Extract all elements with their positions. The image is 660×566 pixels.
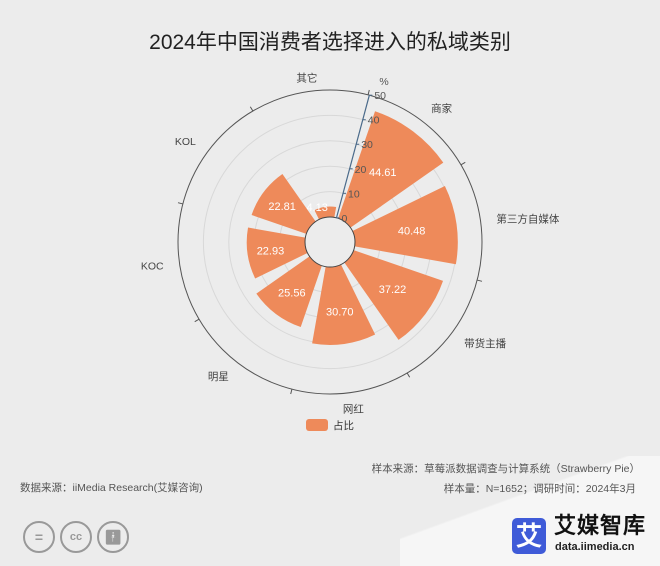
angle-tick (177, 202, 183, 205)
radial-tick-label: 50 (374, 90, 386, 102)
bar-网红 (312, 264, 376, 345)
angle-tick (460, 161, 466, 166)
category-label: 其它 (296, 72, 317, 85)
bar-其它 (314, 206, 337, 220)
category-label: KOC (141, 260, 164, 272)
angle-tick (194, 318, 200, 323)
cc-icon: cc (60, 521, 92, 553)
radial-tick-label: 0 (341, 213, 347, 225)
center-hole (304, 216, 356, 268)
category-label: 第三方自媒体 (496, 213, 559, 226)
bar-第三方自媒体 (352, 185, 458, 265)
legend-label: 占比 (333, 419, 354, 432)
bar-带货主播 (344, 250, 444, 340)
chart-title: 2024年中国消费者选择进入的私域类别 (149, 31, 511, 54)
angle-tick (367, 89, 370, 95)
logo-name: 艾媒智库 (554, 513, 647, 538)
data-label: 22.81 (268, 201, 296, 213)
polar-bar-chart: 4.13 其它 44.61 商家 40.48 第三方自媒体 37.22 带货主播 30.70 网红… (141, 72, 560, 432)
radial-unit: % (379, 76, 388, 88)
sample-info: 样本量：N=1652；调研时间：2024年3月 (443, 483, 636, 495)
radial-tick-label: 30 (361, 139, 373, 151)
category-label: KOL (175, 136, 196, 148)
data-label: 22.93 (257, 245, 285, 257)
sample-source: 样本来源：草莓派数据调查与计算系统（Strawberry Pie） (371, 463, 640, 475)
category-label: 明星 (208, 371, 229, 383)
data-label: 25.56 (278, 288, 306, 300)
radial-axis (335, 95, 370, 219)
data-label: 30.70 (326, 306, 354, 318)
data-label: 4.13 (306, 202, 327, 214)
category-label: 带货主播 (464, 337, 506, 350)
angle-tick (249, 106, 254, 112)
equals-icon: = (23, 521, 55, 553)
angle-tick (406, 372, 411, 378)
bar-KOL (251, 174, 316, 234)
radial-tick-label: 10 (348, 188, 360, 200)
radial-tick-label: 20 (355, 164, 367, 176)
data-label: 44.61 (369, 167, 397, 179)
outer-circle (177, 89, 483, 395)
bar-KOC (246, 227, 308, 279)
category-label: 网红 (343, 402, 364, 415)
bar-商家 (338, 111, 444, 228)
legend-swatch (306, 419, 328, 431)
data-source: 数据来源：iiMedia Research(艾媒咨询) (20, 482, 203, 494)
category-label: 商家 (431, 102, 452, 115)
angle-tick (290, 389, 293, 395)
angle-tick (477, 279, 483, 282)
bar-明星 (256, 256, 322, 328)
logo-url: data.iimedia.cn (555, 541, 635, 553)
data-label: 37.22 (379, 284, 407, 296)
person-icon: 🚹︎ (97, 521, 129, 553)
data-label: 40.48 (398, 226, 426, 238)
radial-tick-label: 40 (368, 115, 380, 127)
logo-mark: 艾 (512, 518, 546, 554)
